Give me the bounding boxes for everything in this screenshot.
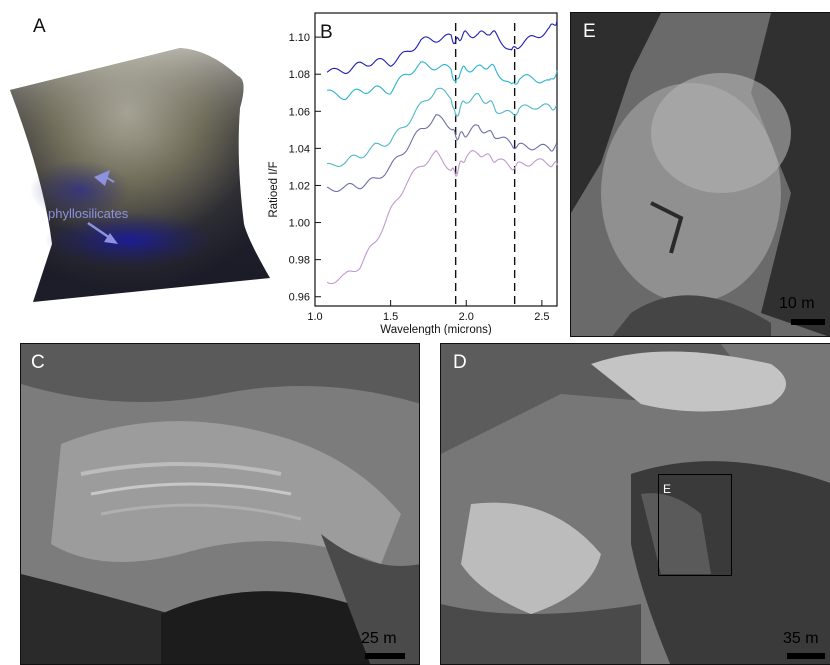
spectrum-series-line [326, 20, 558, 75]
panel-c-scale-label: 25 m [361, 630, 397, 647]
y-tick-label: 1.08 [289, 69, 310, 81]
chart-frame [314, 12, 558, 307]
panel-e-scale-label: 10 m [779, 295, 815, 312]
inset-box [658, 474, 732, 576]
panel-d-image: D E 35 m [440, 343, 830, 665]
panel-b-letter: B [320, 22, 333, 43]
phyllosilicates-annotation: phyllosilicates [48, 206, 129, 221]
panel-a-letter: A [33, 16, 46, 37]
y-tick-label: 1.02 [289, 180, 310, 192]
panel-c-scale-bar [365, 653, 405, 659]
chart-xlabel: Wavelength (microns) [380, 324, 492, 335]
spectrum-series-line [326, 114, 558, 193]
panel-d-scale-bar [787, 653, 825, 659]
panel-d-scale-label: 35 m [783, 630, 819, 647]
panel-e-image: E 10 m [570, 12, 830, 337]
spectrum-series-line [326, 149, 558, 285]
y-tick-label: 0.96 [289, 292, 310, 304]
chart-ylabel: Ratioed I/F [268, 161, 280, 217]
panel-c-letter: C [31, 352, 45, 373]
spectrum-series-line [327, 61, 558, 101]
panel-a-image [10, 48, 270, 302]
panel-e-scale-bar [791, 319, 825, 325]
panel-c-image: C 25 m [20, 343, 420, 665]
panel-e-letter: E [583, 21, 596, 42]
spectrum-series-line [327, 87, 558, 167]
x-tick-label: 1.0 [307, 311, 322, 323]
y-tick-label: 1.04 [289, 143, 310, 155]
arrow-icon [87, 221, 118, 244]
y-tick-label: 1.10 [289, 32, 310, 44]
spectra-chart: 1.0 1.5 2.0 2.5 0.96 0.98 1.00 1.02 1.04 1.06 1.08… [268, 12, 558, 335]
y-tick-label: 1.00 [289, 218, 310, 230]
y-tick-label: 0.98 [289, 255, 310, 267]
inset-label: E [663, 482, 672, 496]
x-tick-label: 2.0 [459, 311, 474, 323]
x-tick-label: 1.5 [383, 311, 398, 323]
arrow-icon [94, 170, 115, 186]
panel-d-letter: D [453, 352, 467, 373]
y-tick-label: 1.06 [289, 106, 310, 118]
x-tick-label: 2.5 [534, 311, 549, 323]
